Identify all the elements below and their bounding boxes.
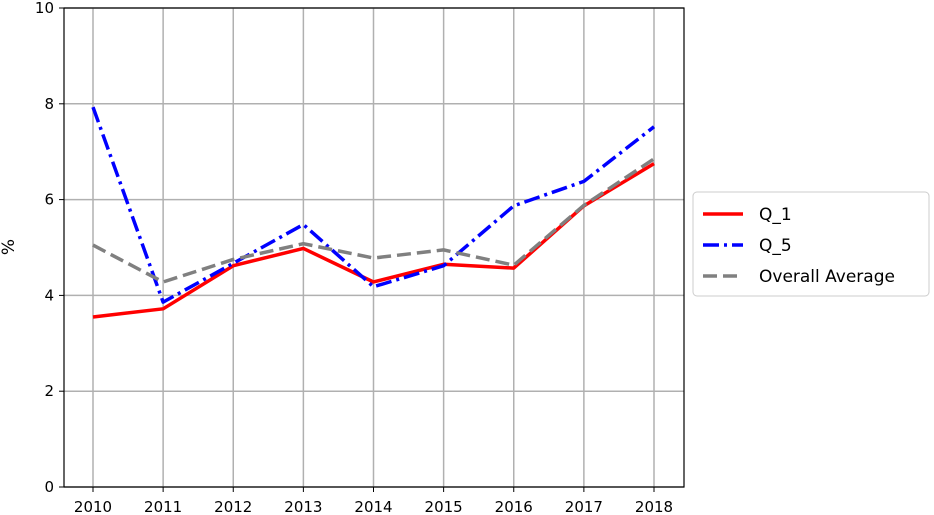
x-axis-ticks: 2010 2011 2012 2013 2014 2015 2016 2017 2018 <box>74 487 673 515</box>
x-tick-label: 2014 <box>354 498 392 515</box>
x-tick-label: 2016 <box>495 498 533 515</box>
legend-label: Q_1 <box>759 205 792 225</box>
grid <box>64 7 684 488</box>
y-tick-label: 10 <box>35 0 54 17</box>
x-tick-label: 2010 <box>74 498 112 515</box>
x-tick-label: 2011 <box>144 498 182 515</box>
legend-label: Q_5 <box>759 236 792 256</box>
y-axis-ticks: 0 2 4 6 8 10 <box>35 0 64 496</box>
x-tick-label: 2017 <box>565 498 603 515</box>
x-tick-label: 2012 <box>214 498 252 515</box>
series-line-q-5 <box>91 106 656 304</box>
y-axis-label: % <box>0 239 19 255</box>
y-tick-label: 4 <box>44 286 54 304</box>
legend-box <box>692 191 930 297</box>
legend-label: Overall Average <box>759 267 895 287</box>
y-tick-label: 0 <box>44 478 54 496</box>
y-tick-label: 6 <box>44 191 54 209</box>
series-lines <box>91 106 656 319</box>
x-tick-label: 2018 <box>635 498 673 515</box>
legend: Q_1 Q_5 Overall Average <box>692 191 930 297</box>
x-tick-label: 2015 <box>425 498 463 515</box>
x-tick-label: 2013 <box>284 498 322 515</box>
y-tick-label: 2 <box>44 382 54 400</box>
series-line-q-1 <box>92 162 655 319</box>
series-line-overall-average <box>92 157 655 284</box>
y-tick-label: 8 <box>44 95 54 113</box>
